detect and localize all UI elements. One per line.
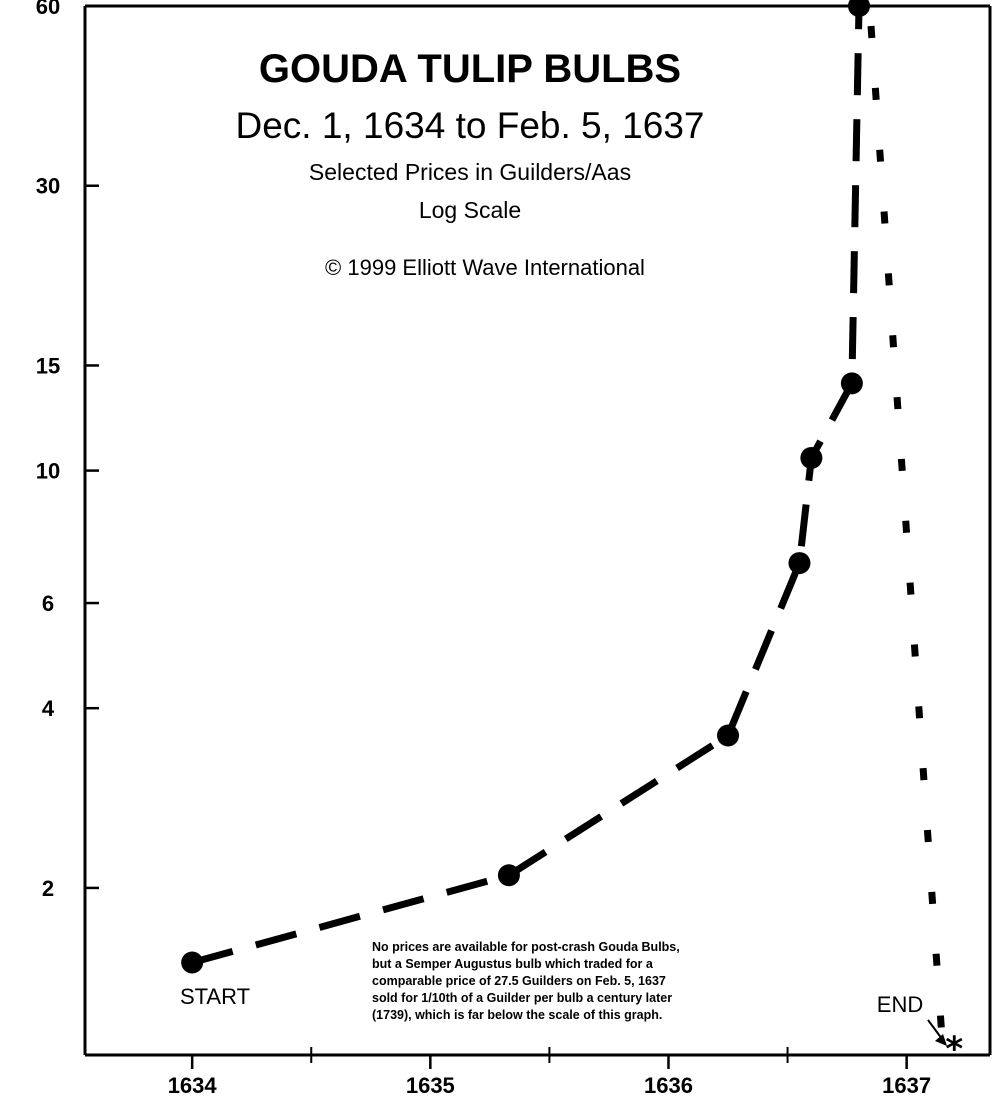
- start-label: START: [180, 984, 250, 1009]
- end-label: END: [877, 992, 923, 1017]
- data-point: [497, 864, 520, 887]
- copyright-text: © 1999 Elliott Wave International: [325, 255, 645, 280]
- data-point: [800, 446, 823, 469]
- chart-scale-note: Log Scale: [419, 197, 521, 223]
- data-point: [181, 951, 204, 974]
- y-tick-label: 10: [36, 459, 60, 484]
- footnote-line: but a Semper Augustus bulb which traded …: [372, 957, 654, 971]
- footnote-line: comparable price of 27.5 Guilders on Feb…: [372, 974, 666, 988]
- data-point: [848, 0, 871, 17]
- chart-subtitle: Dec. 1, 1634 to Feb. 5, 1637: [236, 105, 705, 146]
- y-tick-label: 30: [36, 174, 60, 199]
- y-tick-label: 6: [42, 591, 54, 616]
- decline-dotted-line: [867, 25, 946, 1044]
- data-point: [840, 372, 863, 395]
- x-tick-label: 1636: [644, 1073, 693, 1098]
- x-axis: 1634 1635 1636 1637: [168, 1047, 931, 1098]
- footnote-line: (1739), which is far below the scale of …: [372, 1008, 662, 1022]
- footnote-line: sold for 1/10th of a Guilder per bulb a …: [372, 991, 672, 1005]
- footnote: No prices are available for post-crash G…: [372, 940, 680, 1022]
- data-point: [717, 724, 740, 747]
- x-tick-label: 1634: [168, 1073, 218, 1098]
- y-tick-label: 2: [42, 876, 54, 901]
- x-tick-label: 1635: [406, 1073, 455, 1098]
- price-series: *: [181, 0, 963, 1070]
- y-tick-label: 15: [36, 353, 60, 378]
- series-line: [191, 5, 863, 966]
- y-axis: 2 4 6 10 15 30 60: [36, 0, 99, 901]
- chart-title: GOUDA TULIP BULBS: [259, 47, 681, 91]
- end-arrowhead-icon: [935, 1034, 947, 1046]
- y-tick-label: 60: [36, 0, 60, 19]
- footnote-line: No prices are available for post-crash G…: [372, 940, 680, 954]
- data-point: [788, 552, 811, 575]
- chart-subtitle-units: Selected Prices in Guilders/Aas: [309, 159, 631, 185]
- end-star-marker: *: [945, 1030, 963, 1070]
- y-tick-label: 4: [42, 696, 55, 721]
- x-tick-label: 1637: [882, 1073, 931, 1098]
